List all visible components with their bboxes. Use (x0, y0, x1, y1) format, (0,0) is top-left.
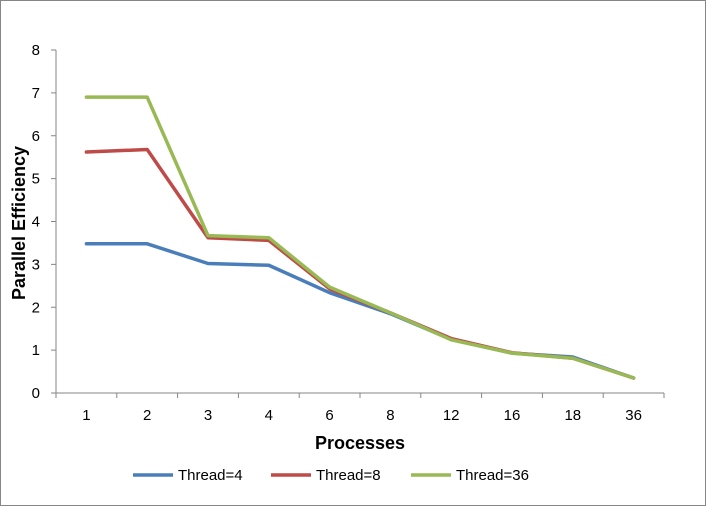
y-tick-label: 1 (32, 342, 40, 359)
y-tick-label: 5 (32, 171, 40, 188)
legend: Thread=4 Thread=8 Thread=36 (133, 467, 529, 484)
y-tick-label: 3 (32, 256, 40, 273)
x-tick-label: 36 (625, 407, 642, 424)
x-tick-label: 16 (504, 407, 521, 424)
y-tick-labels: 0 1 2 3 4 5 6 7 8 (32, 42, 40, 402)
x-tick-label: 6 (325, 407, 333, 424)
y-axis-title: Parallel Efficiency (9, 146, 29, 300)
x-tick-label: 18 (564, 407, 581, 424)
y-tick-label: 2 (32, 299, 40, 316)
series-line-3 (84, 95, 636, 380)
x-tick-label: 8 (386, 407, 394, 424)
x-tick-label: 3 (204, 407, 212, 424)
x-tick-label: 4 (265, 407, 273, 424)
x-tick-labels: 1 2 3 4 6 8 12 16 18 36 (82, 407, 642, 424)
x-tick-label: 1 (82, 407, 90, 424)
y-tick-label: 0 (32, 385, 40, 402)
legend-label: Thread=36 (456, 467, 529, 484)
x-axis-title: Processes (315, 433, 405, 453)
y-tick-label: 7 (32, 85, 40, 102)
legend-label: Thread=8 (316, 467, 381, 484)
y-tick-label: 8 (32, 42, 40, 59)
axes (51, 49, 665, 398)
series-lines (84, 95, 636, 380)
y-tick-label: 6 (32, 128, 40, 145)
series-line-2 (84, 147, 636, 380)
x-tick-label: 2 (143, 407, 151, 424)
x-tick-label: 12 (443, 407, 460, 424)
y-tick-label: 4 (32, 214, 40, 231)
legend-label: Thread=4 (178, 467, 243, 484)
